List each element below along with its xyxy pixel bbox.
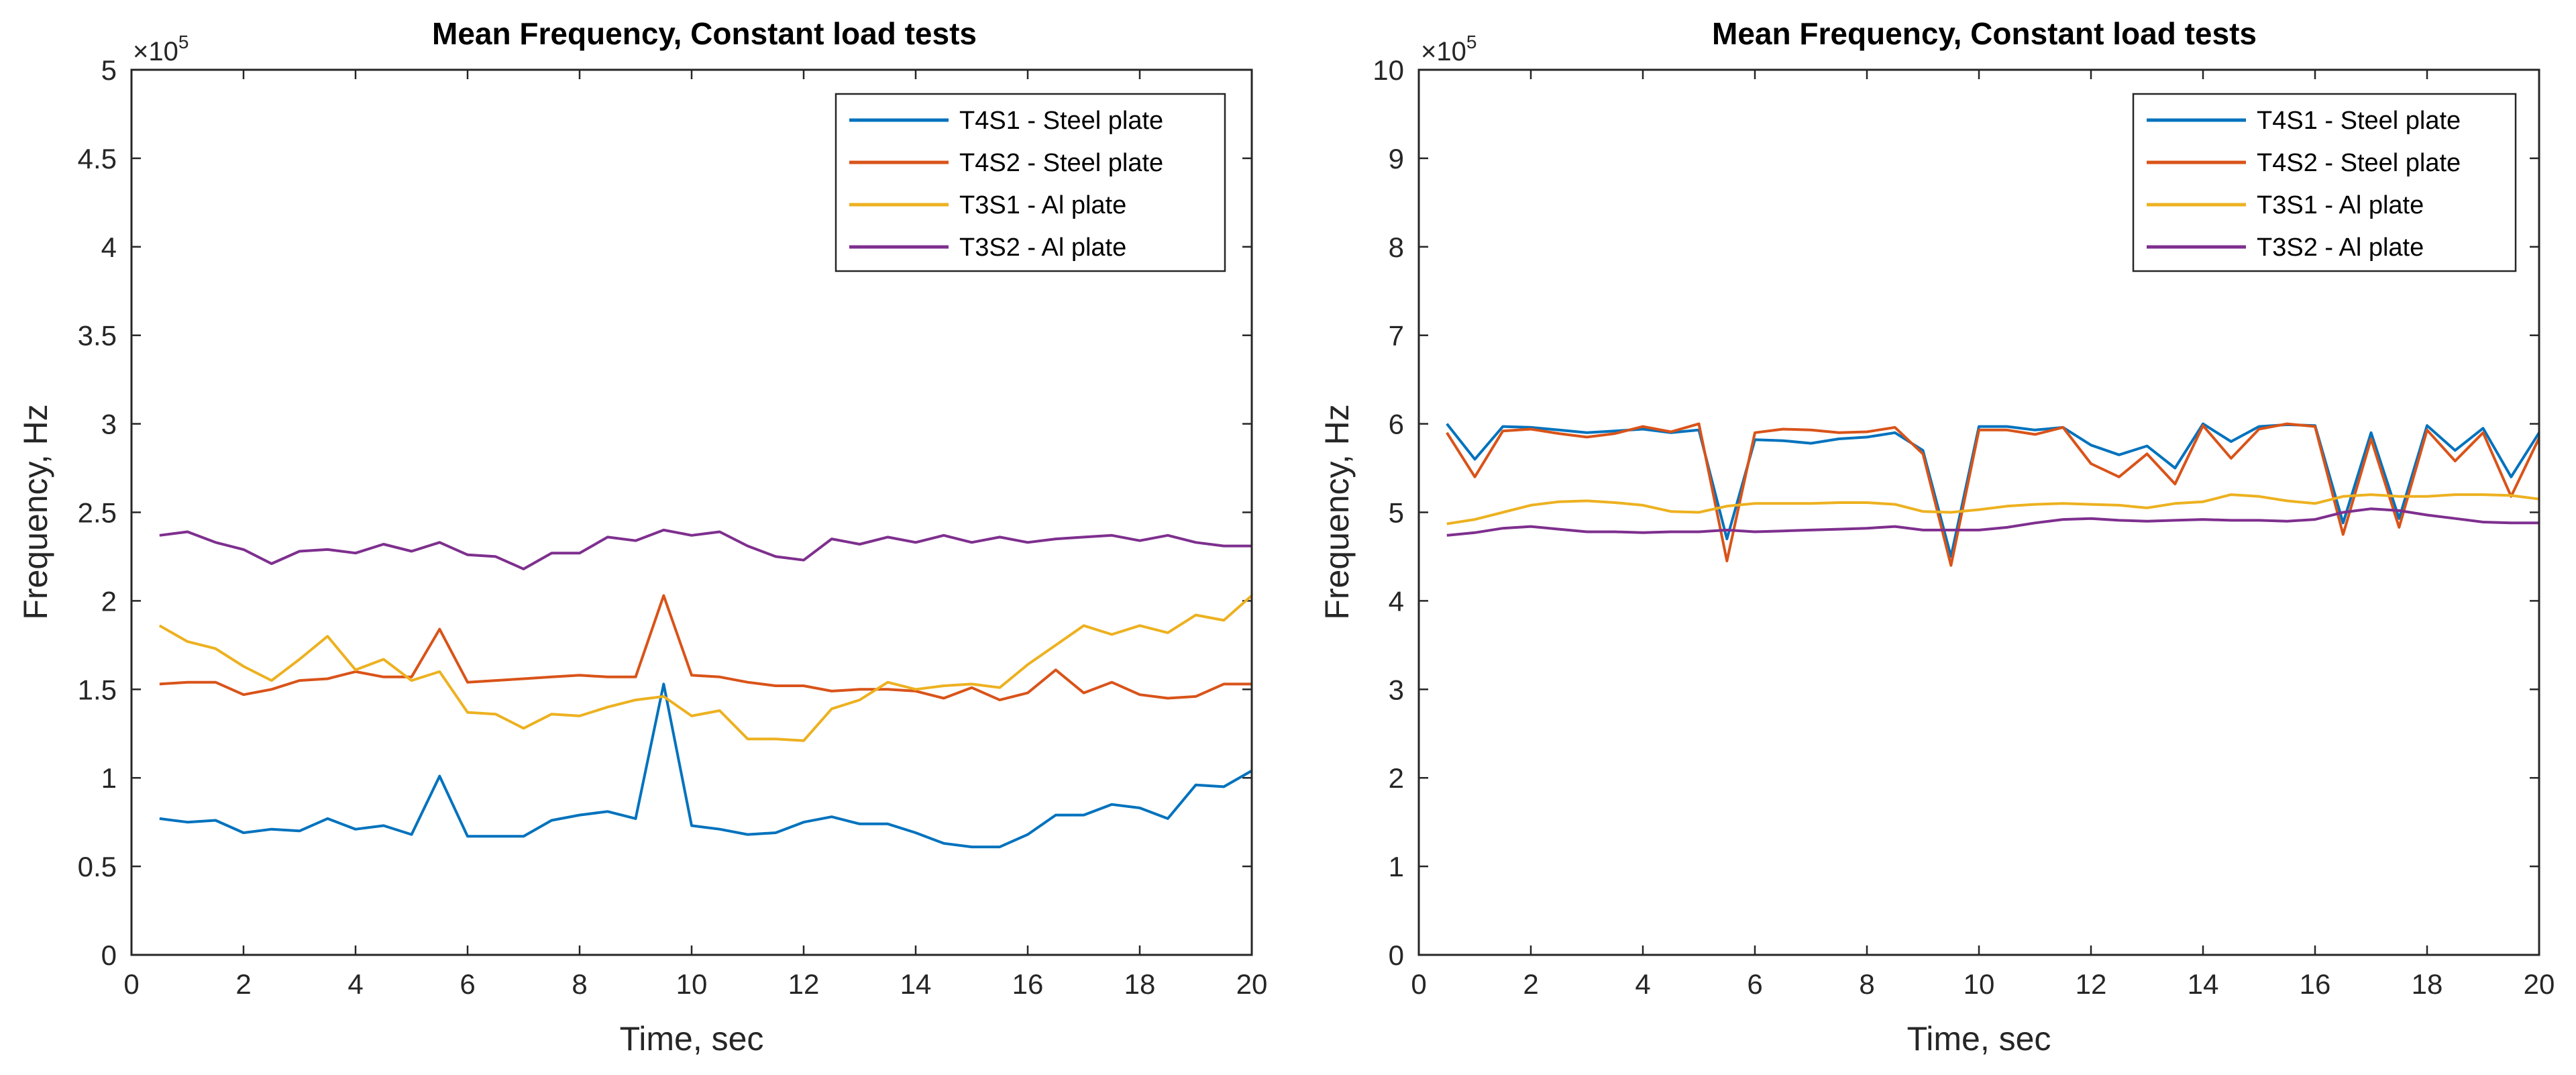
series-lines xyxy=(1446,422,2540,567)
y-tick-label: 1.5 xyxy=(78,674,117,705)
legend-label-t3s2-al: T3S2 - Al plate xyxy=(959,234,1126,262)
chart-left: Mean Frequency, Constant load tests ×105… xyxy=(17,16,1267,1058)
legend: T4S1 - Steel plate T4S2 - Steel plate T3… xyxy=(835,93,1226,272)
legend: T4S1 - Steel plate T4S2 - Steel plate T3… xyxy=(2132,93,2517,272)
legend-label-t4s2-steel: T4S2 - Steel plate xyxy=(2257,149,2461,177)
y-tick-label: 4 xyxy=(101,232,117,263)
x-tick-label: 20 xyxy=(1236,968,1268,1000)
x-tick-label: 14 xyxy=(2188,968,2219,1000)
legend-box xyxy=(2132,93,2517,272)
y-tick-label: 3 xyxy=(101,409,117,440)
legend-label-t4s1-steel: T4S1 - Steel plate xyxy=(2257,107,2461,135)
x-tick-label: 8 xyxy=(572,968,587,1000)
y-axis-ticks: 0 0.5 1 1.5 2 2.5 3 3.5 4 4.5 5 xyxy=(78,54,1252,971)
x-tick-label: 10 xyxy=(676,968,708,1000)
x-tick-label: 20 xyxy=(2524,968,2555,1000)
x-axis-label: Time, sec xyxy=(1907,1020,2051,1058)
plot-area-frame xyxy=(130,68,1253,956)
series-line-2 xyxy=(1446,422,2540,567)
y-tick-label: 3.5 xyxy=(78,320,117,352)
x-tick-label: 8 xyxy=(1859,968,1874,1000)
legend-label-t4s2-steel: T4S2 - Steel plate xyxy=(959,149,1163,177)
y-tick-label: 0 xyxy=(1389,939,1404,971)
x-tick-label: 16 xyxy=(1012,968,1044,1000)
y-axis-label: Frequency, Hz xyxy=(1318,404,1356,619)
x-tick-label: 2 xyxy=(1523,968,1538,1000)
legend-label-t4s1-steel: T4S1 - Steel plate xyxy=(959,107,1163,135)
y-tick-label: 1 xyxy=(101,762,117,794)
y-tick-label: 6 xyxy=(1389,409,1404,440)
y-axis-label: Frequency, Hz xyxy=(17,404,54,619)
series-line-1 xyxy=(159,682,1252,849)
y-tick-label: 0 xyxy=(101,939,117,971)
x-tick-label: 0 xyxy=(1411,968,1426,1000)
series-line-2 xyxy=(159,594,1252,702)
y-axis-exponent-power: 5 xyxy=(1466,32,1477,52)
chart-title: Mean Frequency, Constant load tests xyxy=(432,16,977,51)
x-tick-label: 4 xyxy=(347,968,363,1000)
x-axis-ticks: 0 2 4 6 8 10 12 14 16 18 20 xyxy=(1411,70,2555,1000)
chart-right: Mean Frequency, Constant load tests ×105… xyxy=(1318,16,2555,1058)
y-tick-label: 4 xyxy=(1389,585,1404,617)
x-tick-label: 12 xyxy=(2076,968,2107,1000)
legend-box xyxy=(835,93,1226,272)
x-tick-label: 10 xyxy=(1964,968,1995,1000)
y-tick-label: 8 xyxy=(1389,232,1404,263)
y-axis-exponent-power: 5 xyxy=(178,32,189,52)
legend-label-t3s1-al: T3S1 - Al plate xyxy=(959,191,1126,219)
chart-title: Mean Frequency, Constant load tests xyxy=(1712,16,2257,51)
y-tick-label: 10 xyxy=(1373,54,1404,86)
series-line-4 xyxy=(159,528,1252,570)
y-axis-ticks: 0 1 2 3 4 5 6 7 8 9 10 xyxy=(1373,54,2539,971)
y-tick-label: 2 xyxy=(1389,762,1404,794)
series-line-3 xyxy=(158,595,1253,742)
y-tick-label: 7 xyxy=(1389,320,1404,352)
series-lines xyxy=(158,528,1253,849)
x-tick-label: 12 xyxy=(788,968,820,1000)
legend-label-t3s2-al: T3S2 - Al plate xyxy=(2257,234,2424,262)
y-tick-label: 3 xyxy=(1389,674,1404,705)
y-tick-label: 2.5 xyxy=(78,497,117,529)
x-tick-label: 18 xyxy=(1124,968,1156,1000)
x-tick-label: 4 xyxy=(1635,968,1650,1000)
y-tick-label: 4.5 xyxy=(78,143,117,174)
x-tick-label: 16 xyxy=(2300,968,2331,1000)
y-axis-exponent: ×105 xyxy=(133,32,189,66)
x-tick-label: 6 xyxy=(460,968,475,1000)
x-axis-ticks: 0 2 4 6 8 10 12 14 16 18 20 xyxy=(123,70,1267,1000)
x-axis-label: Time, sec xyxy=(620,1020,764,1058)
x-tick-label: 2 xyxy=(235,968,251,1000)
y-tick-label: 0.5 xyxy=(78,851,117,882)
series-line-4 xyxy=(1446,507,2539,537)
plot-area-frame xyxy=(1417,68,2540,956)
y-tick-label: 9 xyxy=(1389,143,1404,174)
x-tick-label: 0 xyxy=(123,968,139,1000)
y-tick-label: 5 xyxy=(101,54,117,86)
y-axis-exponent: ×105 xyxy=(1421,32,1477,66)
x-tick-label: 14 xyxy=(900,968,932,1000)
y-tick-label: 1 xyxy=(1389,851,1404,882)
legend-label-t3s1-al: T3S1 - Al plate xyxy=(2257,191,2424,219)
x-tick-label: 18 xyxy=(2412,968,2443,1000)
y-axis-exponent-base: ×10 xyxy=(1421,37,1466,66)
y-tick-label: 5 xyxy=(1389,497,1404,529)
series-line-3 xyxy=(1446,493,2540,525)
y-axis-exponent-base: ×10 xyxy=(133,37,178,66)
y-tick-label: 2 xyxy=(101,585,117,617)
x-tick-label: 6 xyxy=(1747,968,1762,1000)
